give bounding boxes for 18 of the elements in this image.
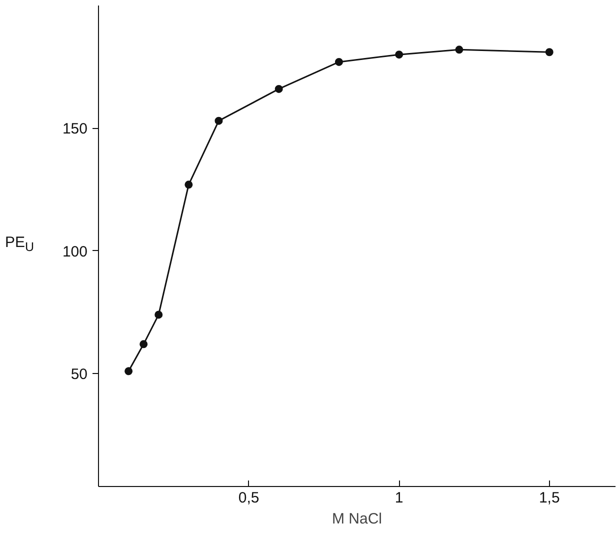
y-tick-label: 50 — [70, 366, 88, 384]
x-tick-label: 1,5 — [538, 490, 560, 506]
y-axis-title: PE$_{U}$ — [5, 233, 34, 256]
point — [124, 367, 133, 376]
point — [154, 310, 163, 319]
y-tick-label: 150 — [62, 120, 88, 138]
point — [334, 58, 343, 66]
point — [455, 46, 464, 54]
point — [184, 180, 193, 189]
x-axis-title: M NaCl — [332, 510, 382, 528]
x-tick-label: 0,5 — [238, 490, 260, 506]
point — [274, 84, 283, 93]
point — [214, 116, 223, 125]
point — [395, 50, 404, 59]
point — [545, 48, 554, 56]
x-tick-label: 1 — [394, 490, 404, 506]
point — [140, 340, 148, 348]
y-tick-label: 100 — [62, 243, 88, 260]
